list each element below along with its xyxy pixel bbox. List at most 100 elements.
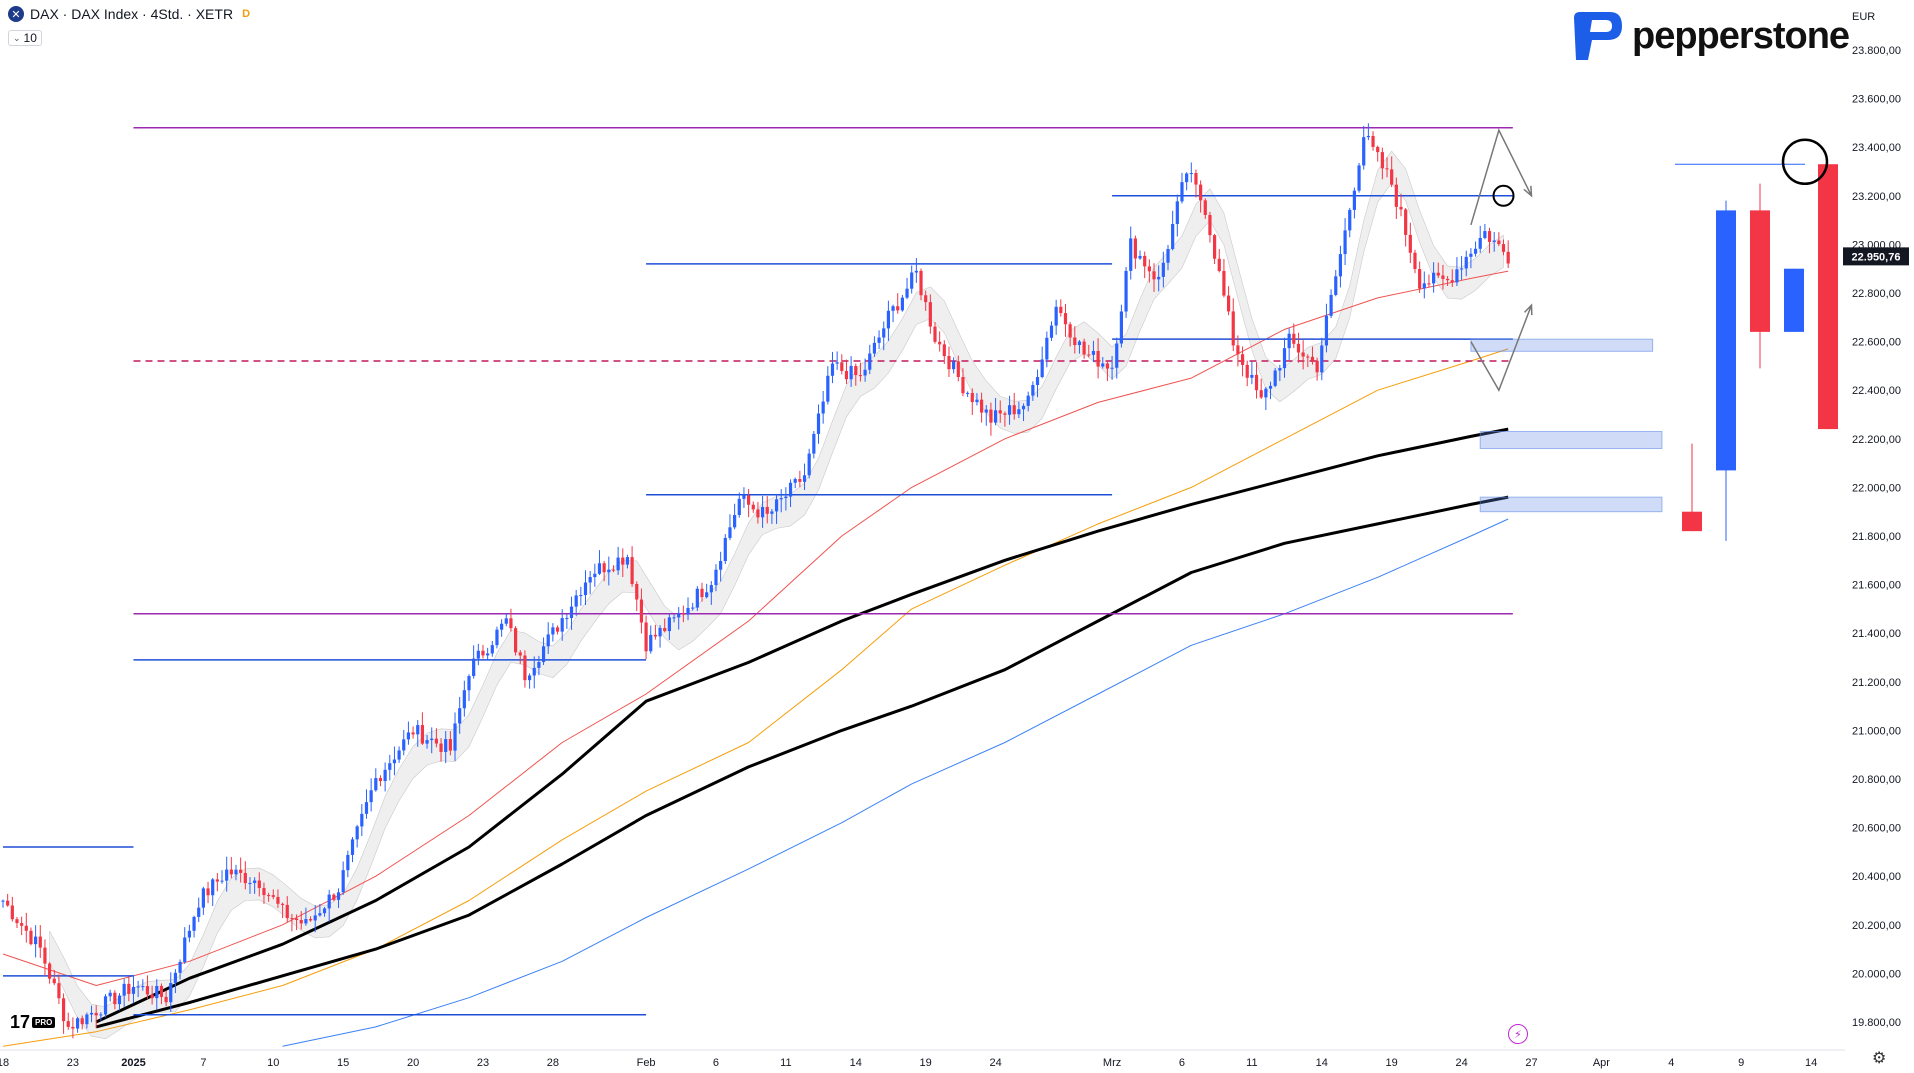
candle — [197, 907, 201, 917]
candle — [1007, 405, 1012, 415]
candle — [220, 880, 224, 882]
candle — [1049, 325, 1054, 338]
candle — [830, 363, 835, 376]
candle — [383, 769, 387, 782]
candle — [1077, 341, 1082, 346]
candle — [518, 652, 522, 656]
x-tick-label: Mrz — [1103, 1057, 1121, 1069]
candle — [1282, 348, 1287, 369]
interval-selector[interactable]: ⌄ 10 — [8, 30, 42, 46]
candle — [1119, 311, 1123, 344]
support-zone — [1479, 431, 1663, 450]
highlight-circle — [1492, 184, 1515, 207]
candle — [500, 623, 504, 630]
candle — [150, 994, 154, 999]
candle — [765, 506, 769, 514]
candle — [1236, 345, 1240, 355]
x-tick-label: 23 — [477, 1057, 489, 1069]
candle — [61, 998, 66, 1022]
symbol-title[interactable]: DAX · DAX Index · 4Std. · XETR — [30, 6, 234, 22]
x-tick-label: 11 — [780, 1057, 791, 1069]
x-tick-label: 14 — [850, 1057, 862, 1069]
candle — [527, 675, 532, 681]
candle — [1380, 152, 1384, 169]
candle — [1147, 266, 1151, 272]
candle — [1012, 405, 1016, 415]
y-tick-label: 20.200,00 — [1852, 920, 1901, 932]
y-tick-label: 20.000,00 — [1852, 968, 1901, 980]
candle — [392, 759, 397, 764]
moving-average-line — [2, 348, 1509, 1047]
candle — [788, 482, 793, 497]
preview-candle — [1818, 164, 1838, 430]
candle — [434, 738, 438, 744]
candle — [872, 342, 877, 354]
candle — [1399, 206, 1403, 210]
candle — [863, 369, 867, 376]
candle — [910, 272, 914, 289]
candle — [1185, 173, 1189, 183]
candle — [1418, 269, 1422, 289]
candle — [1161, 262, 1165, 277]
candle — [472, 658, 476, 677]
candle — [1376, 146, 1380, 153]
candle — [490, 645, 494, 654]
candle — [1180, 182, 1184, 202]
candle — [336, 892, 341, 900]
candle — [1273, 370, 1277, 386]
candle — [1278, 368, 1282, 371]
x-tick-label: 6 — [1179, 1057, 1185, 1069]
candle — [248, 882, 252, 884]
candle — [760, 506, 765, 518]
candle — [970, 392, 974, 403]
candle — [891, 306, 895, 311]
session-badge: D — [242, 8, 251, 20]
candle — [1245, 364, 1249, 378]
candle — [1166, 248, 1170, 263]
candle — [406, 732, 411, 740]
candle — [700, 588, 704, 598]
candle — [546, 634, 550, 647]
candle — [444, 739, 448, 752]
candle — [253, 880, 257, 883]
candle — [1194, 173, 1198, 185]
projection-arrow — [1470, 128, 1533, 226]
flash-icon[interactable]: ⚡ — [1508, 1024, 1528, 1044]
candle — [281, 903, 285, 905]
preview-candle — [1750, 210, 1770, 332]
candle — [569, 606, 574, 619]
candle — [1268, 385, 1273, 389]
chart-header: ✕ DAX · DAX Index · 4Std. · XETR D — [8, 6, 253, 22]
y-tick-label: 22.600,00 — [1852, 337, 1901, 349]
y-tick-label: 20.600,00 — [1852, 823, 1901, 835]
last-price-label: 22.950,76 — [1852, 251, 1901, 263]
candle — [956, 361, 960, 377]
price-axis — [1850, 0, 1914, 1073]
pepperstone-logo-icon — [1574, 12, 1622, 60]
candle — [1133, 238, 1137, 259]
y-tick-label: 23.800,00 — [1852, 45, 1901, 57]
candle — [1348, 209, 1352, 231]
candle — [1371, 135, 1375, 147]
candle — [1240, 354, 1245, 365]
candle — [462, 690, 466, 709]
candle — [1385, 168, 1389, 170]
candle — [1, 900, 5, 902]
candle — [173, 972, 178, 984]
candle — [695, 588, 699, 608]
gear-icon[interactable]: ⚙ — [1872, 1050, 1887, 1067]
candle — [243, 872, 247, 884]
candle — [896, 306, 900, 311]
candle — [886, 310, 890, 329]
candle — [430, 738, 434, 741]
candle — [1138, 255, 1142, 259]
candle — [304, 919, 308, 924]
candle — [285, 904, 289, 919]
symbol-icon: ✕ — [8, 6, 24, 22]
candle — [127, 983, 131, 994]
candle — [374, 778, 378, 791]
x-tick-label: Feb — [637, 1057, 656, 1069]
candle — [1217, 258, 1221, 271]
x-tick-label: 6 — [713, 1057, 719, 1069]
